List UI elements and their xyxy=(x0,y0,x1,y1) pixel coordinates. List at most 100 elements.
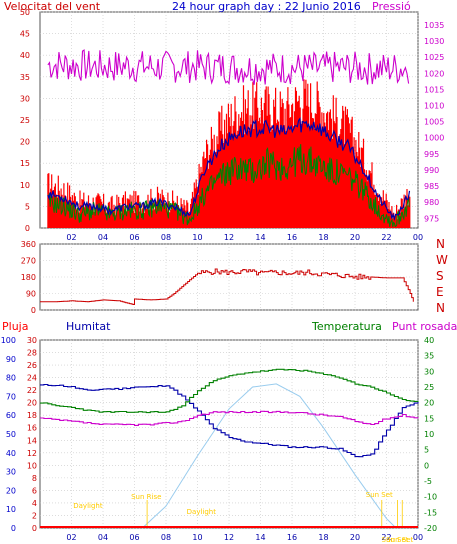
temp-y-tick-12: 40 xyxy=(424,336,434,345)
solar-curve xyxy=(142,383,397,529)
speed-series-line xyxy=(47,144,410,228)
annotation-label-0: Daylight xyxy=(73,502,103,510)
climate-x-tick-6: 14 xyxy=(255,533,265,542)
temp-y-tick-3: -5 xyxy=(424,477,432,486)
wind-y-tick-5: 25 xyxy=(20,116,30,125)
wind-x-tick-11: 00 xyxy=(413,233,423,242)
pressure-y-tick-9: 1020 xyxy=(424,69,444,78)
pressure-y-tick-11: 1030 xyxy=(424,37,444,46)
climate-x-tick-1: 04 xyxy=(98,533,108,542)
wind-y-tick-10: 50 xyxy=(20,8,30,17)
wind-x-tick-2: 06 xyxy=(129,233,139,242)
temp-y-tick-10: 30 xyxy=(424,367,434,376)
pressure-y-tick-1: 980 xyxy=(424,198,439,207)
pressure-y-tick-4: 995 xyxy=(424,150,439,159)
pressure-y-tick-12: 1035 xyxy=(424,21,444,30)
rain-y-tick-7: 70 xyxy=(6,392,16,401)
humidity-y-tick-10: 20 xyxy=(27,399,37,408)
rain-y-tick-3: 30 xyxy=(6,468,16,477)
pressure-y-tick-7: 1010 xyxy=(424,101,444,110)
direction-label-3: E xyxy=(436,285,444,299)
temperature-series-line xyxy=(40,368,419,414)
humidity-y-tick-0: 0 xyxy=(32,524,37,533)
chart-title: 24 hour graph day : 22 Junio 2016 xyxy=(172,0,361,13)
event-label-2: Sun Set xyxy=(386,536,413,544)
humidity-label: Humitat xyxy=(66,320,111,333)
humidity-y-tick-14: 28 xyxy=(27,349,37,358)
temp-y-tick-2: -10 xyxy=(424,493,437,502)
climate-x-tick-3: 08 xyxy=(161,533,171,542)
humidity-series-line xyxy=(40,383,419,458)
wind-x-tick-7: 16 xyxy=(287,233,297,242)
humidity-y-tick-7: 14 xyxy=(27,436,37,445)
humidity-y-tick-8: 16 xyxy=(27,424,37,433)
wind-x-tick-10: 22 xyxy=(381,233,391,242)
direction-label-2: S xyxy=(436,269,444,283)
wind-y-tick-4: 20 xyxy=(20,138,30,147)
wind-axis-label: Velocitat del vent xyxy=(4,0,101,13)
rain-y-tick-5: 50 xyxy=(6,430,16,439)
humidity-y-tick-2: 4 xyxy=(32,499,37,508)
pressure-y-tick-3: 990 xyxy=(424,166,439,175)
humidity-y-tick-3: 6 xyxy=(32,486,37,495)
dir-y-tick-4: 360 xyxy=(21,240,36,249)
rain-y-tick-1: 10 xyxy=(6,505,16,514)
pressure-y-tick-6: 1005 xyxy=(424,118,444,127)
wind-x-tick-0: 02 xyxy=(66,233,76,242)
climate-x-tick-7: 16 xyxy=(287,533,297,542)
event-label-1: Sun Set xyxy=(366,491,393,499)
rain-y-tick-6: 60 xyxy=(6,411,16,420)
wind-x-tick-6: 14 xyxy=(255,233,265,242)
wind-x-tick-9: 20 xyxy=(350,233,360,242)
direction-label-1: W xyxy=(436,253,448,267)
pressure-y-tick-2: 985 xyxy=(424,182,439,191)
wind-y-tick-8: 40 xyxy=(20,51,30,60)
pressure-y-tick-8: 1015 xyxy=(424,85,444,94)
pressure-axis-label: Pressió xyxy=(372,0,411,13)
wind-y-tick-0: 0 xyxy=(25,224,30,233)
direction-series-line xyxy=(40,268,414,305)
dir-y-tick-2: 180 xyxy=(21,273,36,282)
rain-y-tick-4: 40 xyxy=(6,449,16,458)
temp-y-tick-5: 5 xyxy=(424,446,429,455)
annotation-label-1: Daylight xyxy=(187,508,217,516)
climate-x-tick-9: 20 xyxy=(350,533,360,542)
humidity-y-tick-12: 24 xyxy=(27,374,37,383)
wind-x-tick-3: 08 xyxy=(161,233,171,242)
wind-x-tick-8: 18 xyxy=(318,233,328,242)
humidity-y-tick-1: 2 xyxy=(32,511,37,520)
pressure-series-line xyxy=(47,49,410,85)
temp-y-tick-11: 35 xyxy=(424,352,434,361)
humidity-y-tick-6: 12 xyxy=(27,449,37,458)
climate-x-tick-8: 18 xyxy=(318,533,328,542)
wind-y-tick-2: 10 xyxy=(20,181,30,190)
temp-y-tick-8: 20 xyxy=(424,399,434,408)
rain-y-tick-8: 80 xyxy=(6,374,16,383)
dewpoint-label: Punt rosada xyxy=(392,320,457,333)
rain-y-tick-0: 0 xyxy=(11,524,16,533)
climate-x-tick-11: 00 xyxy=(413,533,423,542)
direction-label-4: N xyxy=(436,301,445,315)
rain-y-tick-9: 90 xyxy=(6,355,16,364)
temp-y-tick-6: 10 xyxy=(424,430,434,439)
event-label-0: Sun Rise xyxy=(131,493,161,501)
temp-y-tick-9: 25 xyxy=(424,383,434,392)
temp-y-tick-1: -15 xyxy=(424,508,437,517)
pressure-y-tick-10: 1025 xyxy=(424,53,444,62)
dir-y-tick-1: 90 xyxy=(26,290,36,299)
pressure-y-tick-0: 975 xyxy=(424,214,439,223)
climate-x-tick-10: 22 xyxy=(381,533,391,542)
rain-label: Pluja xyxy=(2,320,28,333)
pressure-y-tick-5: 1000 xyxy=(424,134,444,143)
wind-y-tick-1: 5 xyxy=(25,202,30,211)
humidity-y-tick-13: 26 xyxy=(27,361,37,370)
temperature-label: Temperatura xyxy=(311,320,382,333)
humidity-y-tick-15: 30 xyxy=(27,336,37,345)
wind-y-tick-6: 30 xyxy=(20,94,30,103)
rain-y-tick-10: 100 xyxy=(1,336,16,345)
wind-x-tick-4: 10 xyxy=(192,233,202,242)
avg-series-line xyxy=(47,117,411,221)
climate-x-tick-4: 10 xyxy=(192,533,202,542)
humidity-y-tick-5: 10 xyxy=(27,461,37,470)
